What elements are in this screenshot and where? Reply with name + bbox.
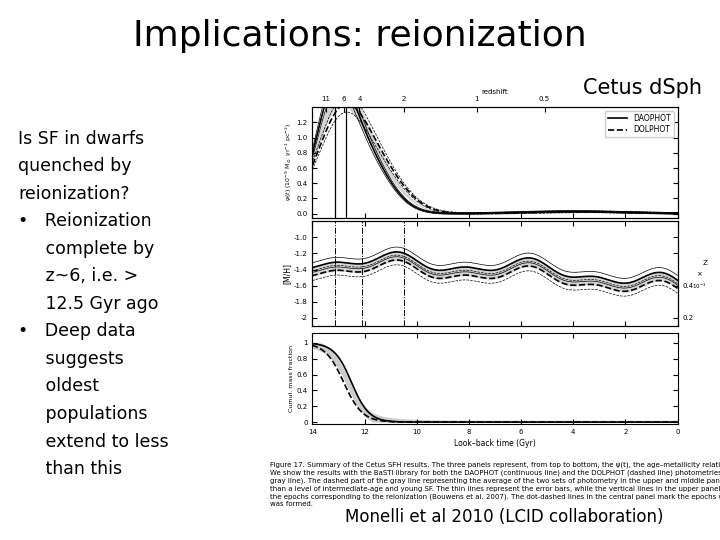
Text: oldest: oldest xyxy=(18,377,99,395)
Text: reionization?: reionization? xyxy=(18,185,130,202)
Text: Figure 17. Summary of the Cetus SFH results. The three panels represent, from to: Figure 17. Summary of the Cetus SFH resu… xyxy=(270,462,720,507)
Text: Is SF in dwarfs: Is SF in dwarfs xyxy=(18,130,144,147)
Y-axis label: Cumul. mass fraction: Cumul. mass fraction xyxy=(289,345,294,412)
Text: Implications: reionization: Implications: reionization xyxy=(133,19,587,53)
Text: 12.5 Gyr ago: 12.5 Gyr ago xyxy=(18,295,158,313)
Text: •   Deep data: • Deep data xyxy=(18,322,135,340)
X-axis label: Look–back time (Gyr): Look–back time (Gyr) xyxy=(454,439,536,448)
Text: quenched by: quenched by xyxy=(18,157,132,175)
Text: •   Reionization: • Reionization xyxy=(18,212,152,230)
Y-axis label: [M/H]: [M/H] xyxy=(282,263,291,284)
Text: extend to less: extend to less xyxy=(18,433,168,450)
Text: suggests: suggests xyxy=(18,350,124,368)
Y-axis label: $\psi(t)$ (10$^{-9}$ M$_\odot$ yr$^{-1}$ pc$^{-2}$): $\psi(t)$ (10$^{-9}$ M$_\odot$ yr$^{-1}$… xyxy=(283,123,294,201)
Text: populations: populations xyxy=(18,405,148,423)
Legend: DAOPHOT, DOLPHOT: DAOPHOT, DOLPHOT xyxy=(605,111,674,137)
Text: complete by: complete by xyxy=(18,240,154,258)
X-axis label: redshift: redshift xyxy=(482,89,508,94)
Text: $10^{-3}$: $10^{-3}$ xyxy=(692,281,706,291)
Text: Monelli et al 2010 (LCID collaboration): Monelli et al 2010 (LCID collaboration) xyxy=(345,509,663,526)
Text: than this: than this xyxy=(18,460,122,478)
Text: $\times$: $\times$ xyxy=(696,269,703,278)
Text: Cetus dSph: Cetus dSph xyxy=(583,78,702,98)
Text: z~6, i.e. >: z~6, i.e. > xyxy=(18,267,138,285)
Text: Z: Z xyxy=(703,260,708,266)
